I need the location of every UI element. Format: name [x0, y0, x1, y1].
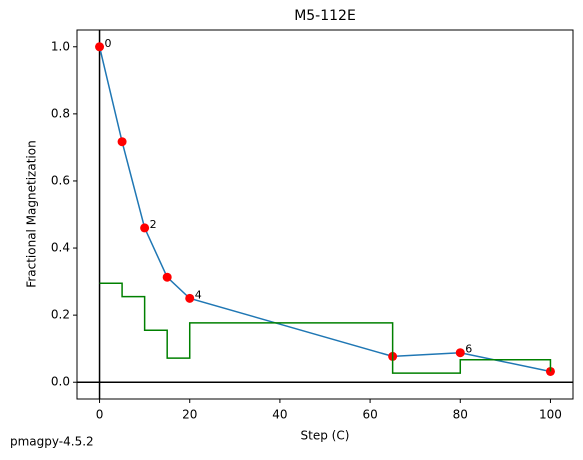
y-tick-label: 0.2	[51, 308, 70, 322]
y-axis-label: Fractional Magnetization	[25, 140, 39, 287]
plot-frame	[76, 29, 574, 400]
data-point	[162, 272, 172, 282]
data-point	[455, 348, 465, 358]
step-line	[99, 282, 552, 374]
data-point	[95, 42, 105, 52]
point-label: 6	[465, 343, 472, 356]
data-point	[117, 137, 127, 147]
y-tick-label: 0.8	[51, 106, 70, 120]
x-tick-label: 40	[272, 408, 287, 422]
data-point	[140, 223, 150, 233]
y-tick-label: 0.0	[51, 375, 70, 389]
x-tick-label: 20	[182, 408, 197, 422]
point-label: 0	[105, 37, 112, 50]
x-tick-label: 100	[539, 408, 562, 422]
chart-title: M5-112E	[294, 8, 356, 24]
y-tick-label: 0.4	[51, 241, 70, 255]
x-axis-label: Step (C)	[301, 429, 350, 443]
y-tick-label: 0.6	[51, 173, 70, 187]
y-tick-label: 1.0	[51, 39, 70, 53]
x-tick-label: 80	[453, 408, 468, 422]
footer: pmagpy-4.5.2	[10, 435, 94, 449]
data-line	[98, 46, 551, 373]
x-tick-label: 60	[362, 408, 377, 422]
point-label: 2	[150, 218, 157, 231]
data-point	[185, 293, 195, 303]
point-label: 4	[195, 288, 202, 301]
x-tick-label: 0	[96, 408, 104, 422]
